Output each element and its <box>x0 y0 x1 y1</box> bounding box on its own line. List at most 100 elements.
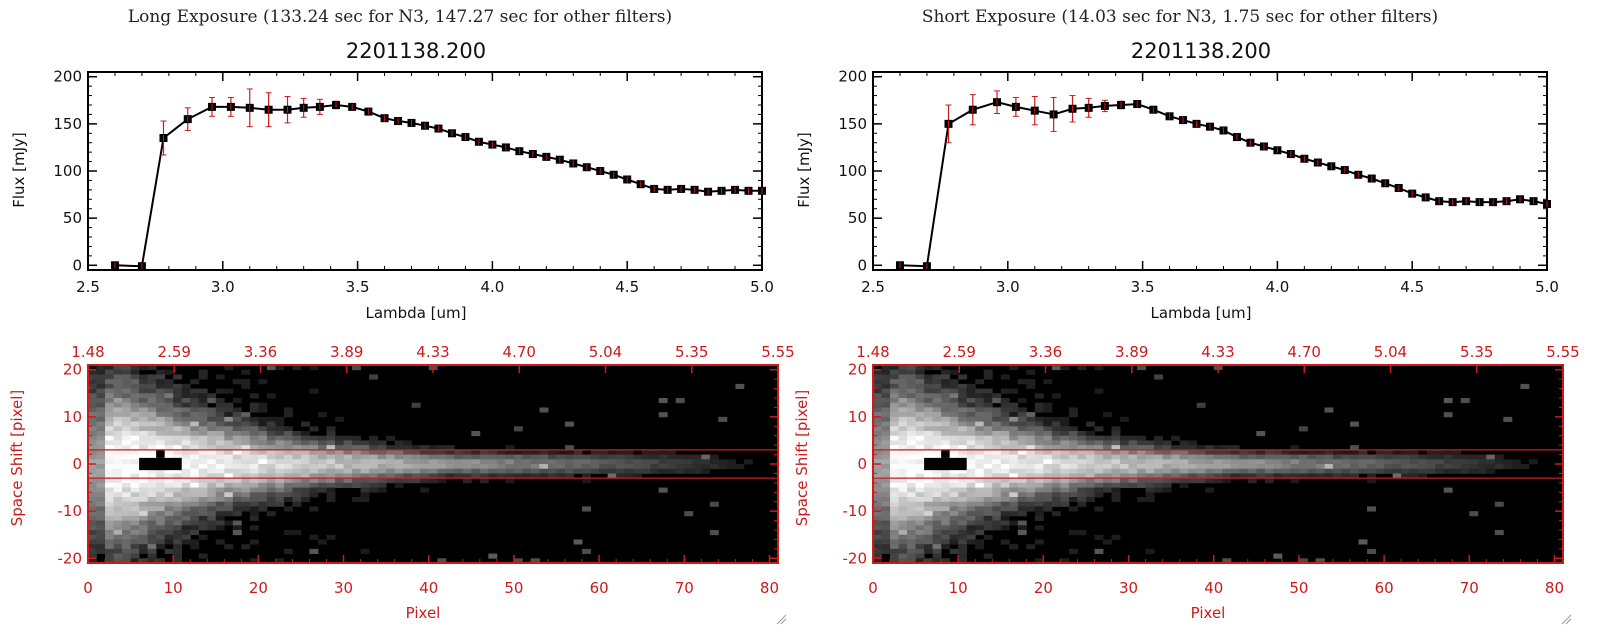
image-pixel <box>96 374 106 380</box>
image-pixel <box>105 492 114 498</box>
image-pixel <box>675 468 685 474</box>
image-pixel <box>105 553 114 559</box>
image-pixel <box>198 421 208 427</box>
image-pixel <box>105 374 114 380</box>
image-pixel <box>377 482 387 488</box>
image-pixel <box>96 365 106 371</box>
image-pixel <box>1051 454 1061 460</box>
image-pixel <box>173 501 183 507</box>
image-pixel <box>907 393 916 399</box>
image-pixel <box>335 459 344 465</box>
image-pixel <box>96 459 106 465</box>
image-pixel <box>224 492 234 498</box>
image-pixel <box>130 520 140 526</box>
image-pixel <box>224 407 234 413</box>
image-pixel <box>1034 421 1044 427</box>
resize-grip-icon[interactable] <box>1561 614 1572 625</box>
image-pixel <box>1418 454 1428 460</box>
image-pixel <box>130 492 140 498</box>
image-pixel <box>1077 468 1087 474</box>
image-pixel <box>915 492 925 498</box>
image-pixel <box>292 492 302 498</box>
image-pixel <box>207 412 217 418</box>
image-pixel <box>249 482 259 488</box>
image-pixel <box>122 487 131 493</box>
image-pixel <box>1111 482 1121 488</box>
image-pixel <box>1094 548 1104 554</box>
image-pixel <box>207 421 217 427</box>
image-pixel <box>88 501 97 507</box>
image-pixel <box>701 454 711 460</box>
image-pixel <box>1298 459 1308 465</box>
image-pixel <box>215 426 225 432</box>
image-pixel <box>975 482 985 488</box>
image-pixel <box>173 473 183 479</box>
image-pixel <box>300 421 310 427</box>
image-pixel <box>975 501 985 507</box>
image-pixel <box>966 416 976 422</box>
image-pixel <box>190 398 200 404</box>
image-pixel <box>907 459 916 465</box>
image-pixel <box>292 497 302 503</box>
image-pixel <box>1137 482 1146 488</box>
image-pixel <box>207 501 217 507</box>
image-pixel <box>658 459 668 465</box>
image-pixel <box>958 388 968 394</box>
image-pixel <box>924 393 934 399</box>
image-pixel <box>941 544 951 550</box>
image-pixel <box>190 431 200 437</box>
image-pixel <box>122 407 131 413</box>
image-pixel <box>539 468 549 474</box>
image-pixel <box>915 539 925 545</box>
image-pixel <box>992 454 1002 460</box>
image-pixel <box>607 449 617 455</box>
image-pixel <box>130 482 140 488</box>
image-pixel <box>122 497 131 503</box>
image-pixel <box>428 459 438 465</box>
image-pixel <box>88 515 97 521</box>
image-pixel <box>96 511 106 517</box>
image-pixel <box>692 459 702 465</box>
image-pixel <box>932 544 942 550</box>
image-pixel <box>915 520 925 526</box>
image-pixel <box>139 431 149 437</box>
image-pixel <box>1094 445 1104 451</box>
image-pixel <box>1009 506 1019 512</box>
image-pixel <box>1103 464 1112 470</box>
image-pixel <box>139 374 149 380</box>
image-pixel <box>949 421 959 427</box>
image-pixel <box>181 398 191 404</box>
image-pixel <box>907 379 916 385</box>
image-pixel <box>190 379 200 385</box>
image-pixel <box>215 421 225 427</box>
image-pixel <box>1137 468 1146 474</box>
image-pixel <box>873 416 882 422</box>
image-pixel <box>326 478 336 484</box>
resize-grip-icon[interactable] <box>776 614 787 625</box>
image-pixel <box>983 440 993 446</box>
image-pixel <box>505 449 515 455</box>
image-pixel <box>1503 459 1513 465</box>
image-pixel <box>932 435 942 441</box>
image-pixel <box>1009 478 1019 484</box>
image-pixel <box>147 492 157 498</box>
image-pixel <box>326 534 336 540</box>
image-pixel <box>1162 440 1172 446</box>
image-pixel <box>941 426 951 432</box>
image-pixel <box>890 520 899 526</box>
image-pixel <box>1077 440 1087 446</box>
image-pixel <box>377 473 387 479</box>
image-pixel <box>548 454 557 460</box>
x-tick-label: 5.0 <box>750 278 774 296</box>
image-pixel <box>966 506 976 512</box>
image-pixel <box>147 548 157 554</box>
image-pixel <box>983 492 993 498</box>
image-pixel <box>924 520 934 526</box>
image-pixel <box>173 492 183 498</box>
image-pixel <box>207 487 217 493</box>
image-pixel <box>181 501 191 507</box>
image-pixel <box>181 431 191 437</box>
image-pixel <box>1460 468 1470 474</box>
image-pixel <box>975 398 985 404</box>
image-pixel <box>394 473 404 479</box>
